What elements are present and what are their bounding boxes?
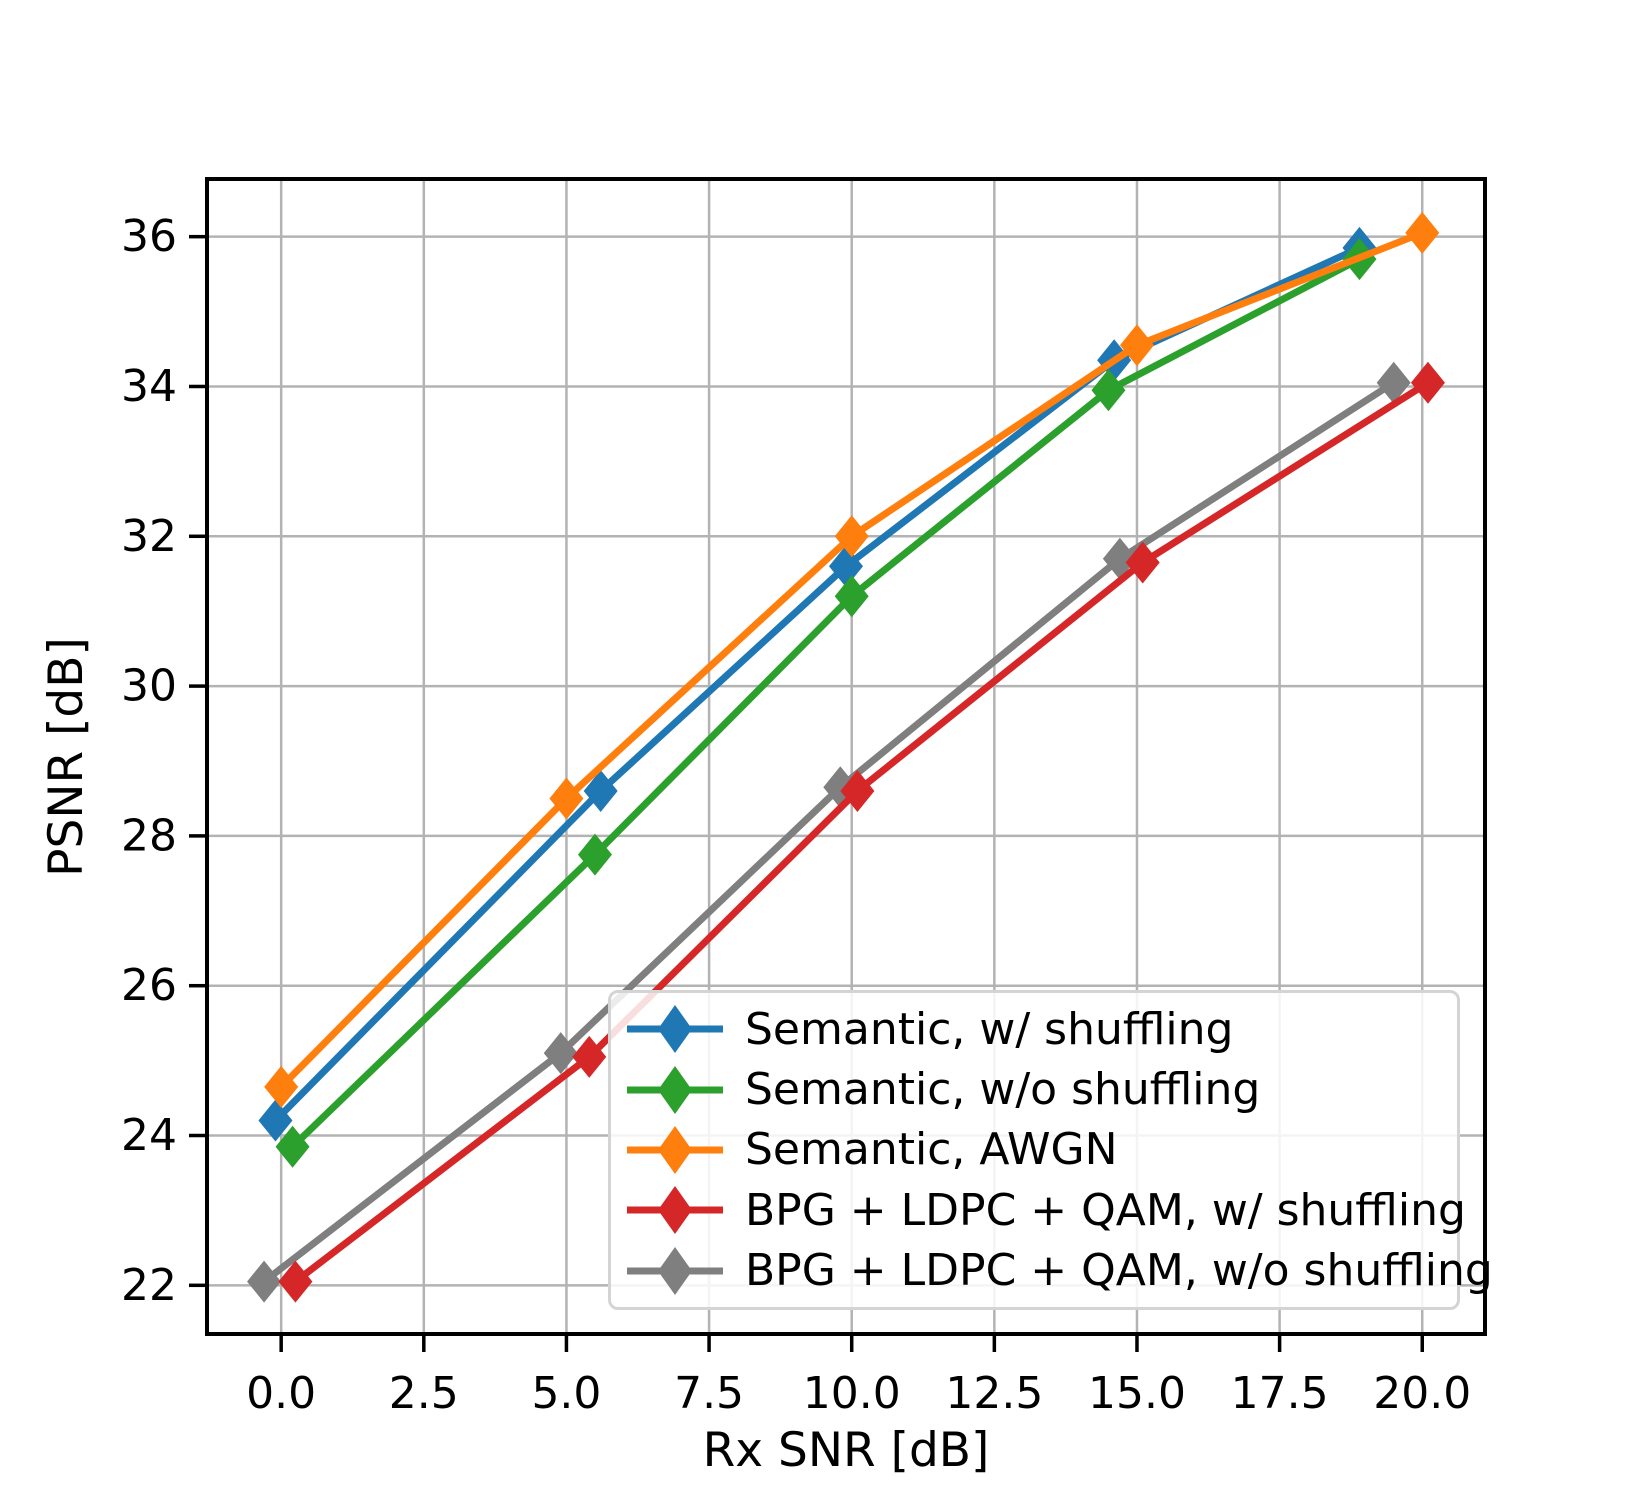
data-point-marker: [840, 769, 875, 812]
data-point-marker: [829, 545, 863, 588]
legend-item-bpg-ldpc-qam-wo-shuffling: BPG + LDPC + QAM, w/o shuffling: [625, 1243, 1493, 1299]
legend-item-semantic-awgn: Semantic, AWGN: [625, 1122, 1447, 1178]
data-point-marker: [258, 1099, 293, 1142]
svg-text:36: 36: [121, 211, 177, 262]
data-point-marker: [1091, 369, 1126, 412]
legend-label: Semantic, AWGN: [745, 1124, 1118, 1176]
svg-text:0.0: 0.0: [246, 1368, 316, 1419]
legend-marker-semantic-wo-shuffling-icon: [627, 1065, 723, 1114]
data-point-marker: [247, 1260, 282, 1303]
legend-label: BPG + LDPC + QAM, w/o shuffling: [745, 1245, 1493, 1297]
data-point-marker: [1102, 537, 1137, 580]
svg-text:26: 26: [121, 960, 177, 1011]
legend-label: Semantic, w/o shuffling: [745, 1064, 1261, 1116]
svg-text:7.5: 7.5: [674, 1368, 744, 1419]
data-point-marker: [264, 1065, 299, 1108]
data-point-marker: [1125, 541, 1160, 584]
legend-item-semantic-wo-shuffling: Semantic, w/o shuffling: [625, 1062, 1447, 1118]
svg-text:32: 32: [121, 511, 177, 562]
svg-text:2.5: 2.5: [389, 1368, 459, 1419]
data-point-marker: [1410, 361, 1445, 404]
x-axis-label: Rx SNR [dB]: [702, 1423, 990, 1478]
legend-marker-semantic-awgn-icon: [627, 1125, 723, 1174]
svg-text:15.0: 15.0: [1088, 1368, 1186, 1419]
svg-text:34: 34: [121, 361, 177, 412]
data-point-marker: [1405, 211, 1440, 254]
plot-frame: [205, 177, 1487, 1336]
legend-marker-bpg-ldpc-qam-wo-shuffling-icon: [627, 1246, 723, 1295]
data-point-marker: [572, 1035, 607, 1078]
legend-label: BPG + LDPC + QAM, w/ shuffling: [745, 1184, 1466, 1236]
gridlines: [207, 179, 1485, 1334]
data-point-marker: [543, 1032, 578, 1075]
legend-item-bpg-ldpc-qam-w-shuffling: BPG + LDPC + QAM, w/ shuffling: [625, 1182, 1466, 1238]
svg-text:10.0: 10.0: [803, 1368, 901, 1419]
legend-label: Semantic, w/ shuffling: [745, 1003, 1234, 1055]
legend-marker-semantic-w-shuffling-icon: [627, 1005, 723, 1054]
svg-text:28: 28: [121, 810, 177, 861]
legend-item-semantic-w-shuffling: Semantic, w/ shuffling: [625, 1001, 1447, 1057]
series-bpg-ldpc-qam-w-shuffling: [278, 361, 1445, 1303]
data-point-marker: [834, 575, 869, 618]
series-semantic-w-o-shuffling: [275, 238, 1377, 1168]
svg-text:12.5: 12.5: [945, 1368, 1043, 1419]
x-tick-labels: 0.0 2.5 5.0 7.5 10.0 12.5 15.0 17.5 20.0: [246, 1336, 1471, 1419]
data-point-marker: [549, 777, 584, 820]
data-point-marker: [583, 769, 618, 812]
svg-text:17.5: 17.5: [1231, 1368, 1329, 1419]
svg-text:5.0: 5.0: [531, 1368, 601, 1419]
data-point-marker: [1376, 361, 1411, 404]
y-tick-labels: 22 24 26 28 30 32 34 36: [121, 211, 205, 1311]
series-semantic-awgn: [264, 211, 1440, 1108]
svg-text:30: 30: [121, 661, 177, 712]
y-axis-label: PSNR [dB]: [39, 637, 94, 877]
legend-marker-bpg-ldpc-qam-w-shuffling-icon: [627, 1186, 723, 1235]
svg-text:20.0: 20.0: [1373, 1368, 1471, 1419]
data-point-marker: [1119, 324, 1154, 367]
data-point-marker: [577, 833, 612, 876]
svg-text:24: 24: [121, 1110, 177, 1161]
data-point-marker: [275, 1125, 310, 1168]
svg-text:22: 22: [121, 1260, 177, 1311]
data-point-marker: [278, 1260, 313, 1303]
data-point-marker: [834, 515, 869, 558]
series-bpg-ldpc-qam-w-o-shuffling: [247, 361, 1411, 1303]
legend: Semantic, w/ shuffling Semantic, w/o shu…: [608, 990, 1493, 1310]
